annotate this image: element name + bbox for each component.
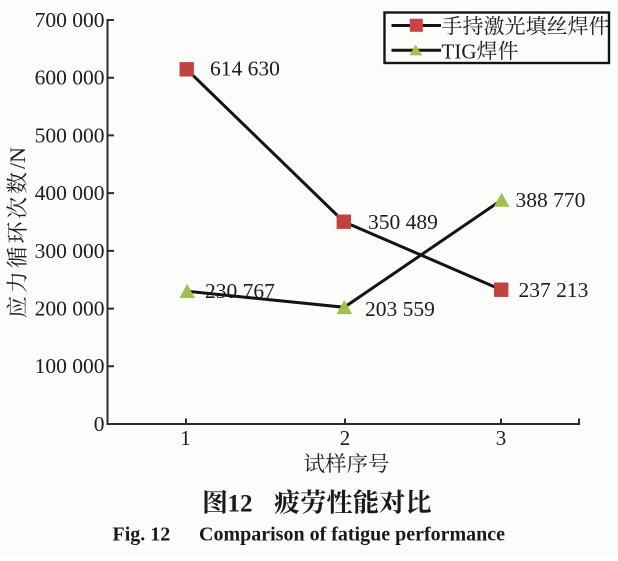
svg-text:500 000: 500 000 (35, 123, 105, 147)
svg-text:614 630: 614 630 (210, 56, 280, 80)
svg-text:1: 1 (180, 426, 191, 450)
svg-text:2: 2 (340, 426, 351, 450)
svg-text:3: 3 (496, 426, 507, 450)
svg-text:300 000: 300 000 (35, 239, 105, 263)
svg-text:388 770: 388 770 (516, 188, 586, 212)
svg-text:230 767: 230 767 (205, 279, 275, 303)
svg-text:200 000: 200 000 (35, 297, 105, 321)
svg-text:700 000: 700 000 (35, 8, 105, 32)
svg-text:400 000: 400 000 (35, 181, 105, 205)
svg-text:Fig. 12: Fig. 12 (113, 524, 171, 546)
svg-text:/N: /N (5, 147, 30, 169)
svg-text:TIG: TIG (442, 39, 477, 63)
svg-text:203 559: 203 559 (365, 297, 435, 321)
svg-text:100 000: 100 000 (35, 354, 105, 378)
svg-text:350 489: 350 489 (368, 210, 438, 234)
svg-text:237 213: 237 213 (519, 278, 589, 302)
svg-text:0: 0 (94, 412, 105, 436)
svg-text:600 000: 600 000 (35, 66, 105, 90)
svg-text:12: 12 (228, 491, 253, 518)
svg-text:Comparison of fatigue performa: Comparison of fatigue performance (199, 524, 505, 546)
